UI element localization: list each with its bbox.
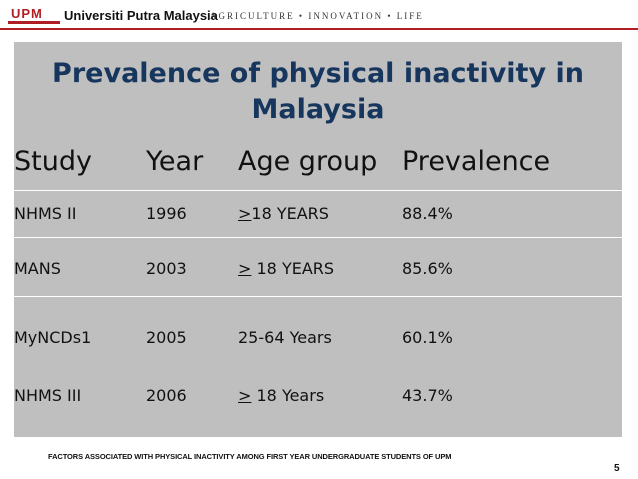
university-name: Universiti Putra Malaysia: [64, 8, 218, 23]
column-header-age-group: Age group: [238, 146, 378, 177]
logo-text: UPM: [11, 6, 43, 21]
ge-symbol: >: [238, 204, 252, 223]
age-text: 18 Years: [251, 386, 325, 405]
row-1-age-group: >18 YEARS: [238, 204, 329, 223]
column-header-prevalence: Prevalence: [402, 146, 551, 177]
row-1-year: 1996: [146, 204, 187, 223]
table-rule: [14, 296, 622, 297]
header-divider: [0, 28, 638, 30]
slide-panel: Prevalence of physical inactivity in Mal…: [14, 42, 622, 437]
tagline: AGRICULTURE • INNOVATION • LIFE: [210, 11, 424, 21]
row-2-prevalence: 85.6%: [402, 259, 453, 278]
header-bar: UPM Universiti Putra Malaysia AGRICULTUR…: [0, 0, 638, 30]
age-text: 18 YEARS: [251, 204, 329, 223]
column-header-study: Study: [14, 146, 92, 177]
column-header-year: Year: [146, 146, 204, 177]
slide-title: Prevalence of physical inactivity in Mal…: [52, 58, 584, 125]
row-4-age-group: > 18 Years: [238, 386, 324, 405]
row-2-age-group: > 18 YEARS: [238, 259, 334, 278]
row-1-prevalence: 88.4%: [402, 204, 453, 223]
row-3-year: 2005: [146, 328, 187, 347]
table-rule: [14, 190, 622, 191]
upm-logo: UPM: [8, 6, 60, 26]
logo-bar: [8, 21, 60, 24]
footer-text: FACTORS ASSOCIATED WITH PHYSICAL INACTIV…: [48, 452, 452, 461]
table-rule: [14, 237, 622, 238]
ge-symbol: >: [238, 386, 252, 405]
age-text: 18 YEARS: [251, 259, 335, 278]
row-2-study: MANS: [14, 259, 61, 278]
row-3-study: MyNCDs1: [14, 328, 92, 347]
page-number: 5: [614, 463, 620, 474]
row-4-year: 2006: [146, 386, 187, 405]
row-4-prevalence: 43.7%: [402, 386, 453, 405]
row-1-study: NHMS II: [14, 204, 77, 223]
row-3-age-group: 25-64 Years: [238, 328, 332, 347]
row-3-prevalence: 60.1%: [402, 328, 453, 347]
ge-symbol: >: [238, 259, 252, 278]
row-4-study: NHMS III: [14, 386, 82, 405]
row-2-year: 2003: [146, 259, 187, 278]
